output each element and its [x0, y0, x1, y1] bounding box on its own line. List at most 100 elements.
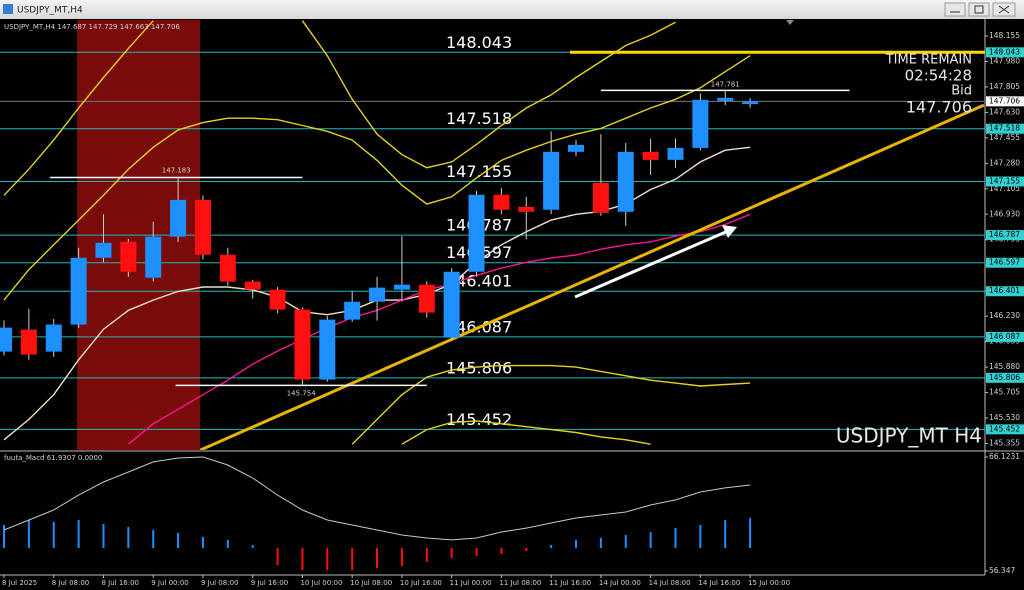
- marked-price-label: 145.754: [287, 389, 316, 397]
- bid-axis-box: [986, 96, 1024, 107]
- y-tick-label: 145.880: [989, 362, 1020, 371]
- candle-body: [219, 254, 236, 282]
- candle-body: [170, 199, 187, 237]
- restore-button[interactable]: [968, 2, 990, 17]
- y-tick-label: 147.805: [989, 82, 1020, 91]
- shift-marker: [786, 20, 794, 25]
- candle-body: [344, 301, 361, 320]
- y-tick-label: 147.105: [989, 184, 1020, 193]
- window-title: USDJPY_MT,H4: [17, 6, 83, 16]
- x-tick-label: 9 Jul 00:00: [151, 579, 189, 587]
- macd-label: fuuta_Macd 61.9307 0.0000: [4, 454, 102, 462]
- y-tick-label: 147.630: [989, 107, 1020, 116]
- macd-pane: [3, 456, 752, 571]
- indicator-line: [351, 364, 751, 445]
- indicator-line: [3, 20, 676, 196]
- indicator-line: [401, 420, 651, 445]
- y-tick-label: 147.980: [989, 56, 1020, 65]
- restore-glyph: [974, 5, 984, 14]
- level-axis-box: [986, 123, 1024, 134]
- window-buttons[interactable]: [944, 2, 1016, 17]
- header-low: 147.663: [120, 23, 149, 31]
- y-tick-label: 145.705: [989, 388, 1020, 397]
- level-axis-box: [986, 286, 1024, 297]
- x-tick-label: 10 Jul 08:00: [350, 579, 392, 587]
- candle-body: [120, 241, 137, 272]
- level-axis-box: [986, 176, 1024, 187]
- window-icon: [3, 4, 13, 14]
- x-tick-label: 9 Jul 16:00: [251, 579, 289, 587]
- candle-body: [543, 151, 560, 210]
- bid-label: Bid: [951, 84, 972, 99]
- trend-arrow: [574, 229, 729, 299]
- level-label: 146.401: [446, 272, 512, 291]
- candle-body: [418, 284, 435, 313]
- trend-arrow-head: [722, 225, 737, 238]
- level-axis-label: 146.087: [989, 332, 1020, 341]
- candle-body: [20, 329, 37, 355]
- chart-header: USDJPY_MT,H4 147.687 147.729 147.663 147…: [4, 23, 180, 31]
- x-tick-label: 9 Jul 08:00: [201, 579, 239, 587]
- overlay: USDJPY_MT,H4 147.687 147.729 147.663 147…: [2, 23, 1024, 587]
- level-axis-label: 146.597: [989, 258, 1020, 267]
- marked-price-label: 147.781: [711, 80, 740, 88]
- level-axis-box: [986, 47, 1024, 58]
- time-remain-label: TIME REMAIN: [885, 53, 972, 68]
- candle-body: [319, 319, 336, 380]
- header-close: 147.706: [151, 23, 180, 31]
- candle-body: [642, 151, 659, 160]
- y-tick-label: 66.1231: [989, 452, 1020, 461]
- candle-body: [667, 147, 684, 160]
- level-axis-label: 145.806: [989, 373, 1020, 382]
- x-tick-label: 11 Jul 08:00: [499, 579, 541, 587]
- time-remain: 02:54:28: [905, 67, 972, 85]
- x-tick-label: 10 Jul 16:00: [400, 579, 442, 587]
- level-axis-label: 146.401: [989, 286, 1020, 295]
- x-tick-label: 14 Jul 08:00: [649, 579, 691, 587]
- level-label: 148.043: [446, 33, 512, 52]
- level-axis-box: [986, 372, 1024, 383]
- x-tick-label: 8 Jul 16:00: [101, 579, 139, 587]
- level-label: 145.806: [446, 358, 512, 377]
- x-tick-label: 11 Jul 16:00: [549, 579, 591, 587]
- candle-body: [294, 309, 311, 380]
- candle-body: [692, 99, 709, 148]
- title-bar: [0, 0, 1024, 19]
- level-axis-label: 145.452: [989, 424, 1020, 433]
- candle-body: [369, 287, 386, 302]
- y-tick-label: 148.155: [989, 31, 1020, 40]
- candle-body: [194, 199, 211, 255]
- indicator-line: [3, 55, 751, 301]
- macd-signal: [3, 456, 751, 541]
- candle-body: [95, 242, 112, 258]
- close-glyph: [998, 5, 1010, 14]
- level-axis-box: [986, 331, 1024, 342]
- level-axis-label: 148.043: [989, 47, 1020, 56]
- level-label: 145.452: [446, 410, 512, 429]
- candle-body: [70, 257, 87, 325]
- y-tick-label: 146.930: [989, 209, 1020, 218]
- symbol: USDJPY_MT,H4: [4, 23, 56, 31]
- level-label: 147.155: [446, 162, 512, 181]
- y-tick-label: 146.230: [989, 311, 1020, 320]
- candle-body: [393, 284, 410, 290]
- indicator-line: [127, 213, 751, 445]
- bid-value: 147.706: [906, 98, 972, 117]
- trendline: [199, 103, 985, 450]
- y-tick-label: 147.455: [989, 133, 1020, 142]
- candle-body: [717, 97, 734, 101]
- x-tick-label: 8 Jul 2025: [2, 579, 37, 587]
- x-tick-label: 8 Jul 08:00: [52, 579, 90, 587]
- x-tick-label: 14 Jul 16:00: [698, 579, 740, 587]
- marked-price-label: 147.183: [162, 166, 191, 174]
- level-axis-box: [986, 257, 1024, 268]
- y-tick-label: 145.355: [989, 438, 1020, 447]
- level-label: 147.518: [446, 109, 512, 128]
- level-axis-label: 147.155: [989, 177, 1020, 186]
- candle-body: [0, 327, 12, 352]
- candle-body: [145, 236, 162, 278]
- minimize-button[interactable]: [944, 2, 966, 17]
- level-axis-box: [986, 424, 1024, 435]
